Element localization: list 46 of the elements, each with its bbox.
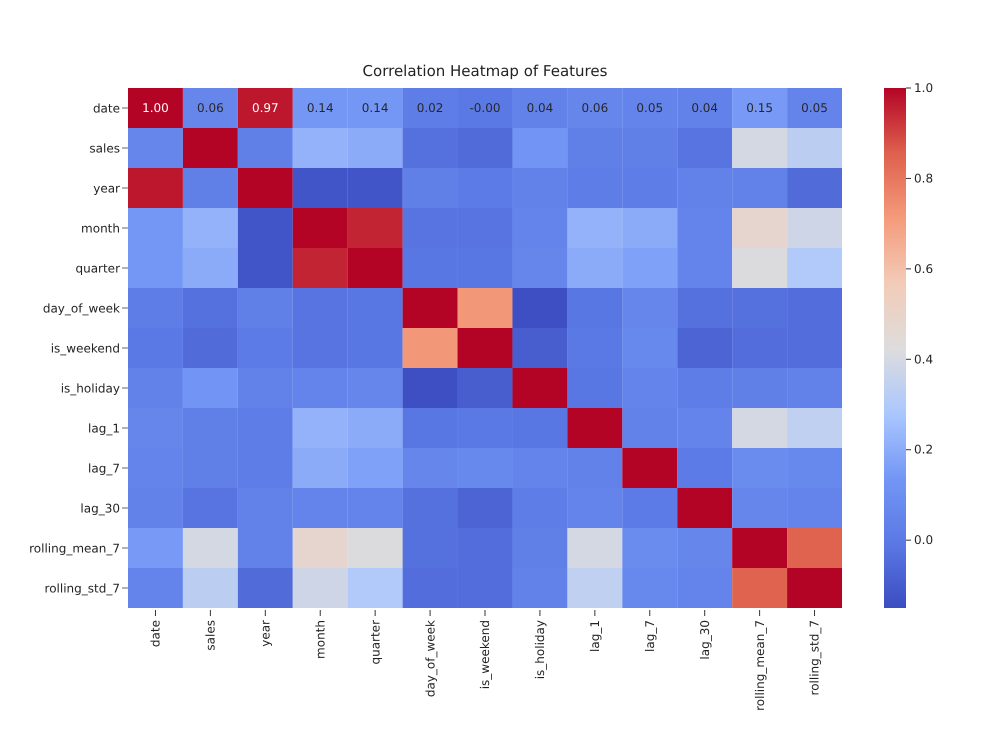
chart-title: Correlation Heatmap of Features xyxy=(362,62,608,80)
x-tick-label: lag_1 xyxy=(588,620,602,652)
data-label: 0.06 xyxy=(197,101,224,115)
color-bar-label: 0.6 xyxy=(914,262,934,276)
color-bar-label: 0.0 xyxy=(914,533,934,548)
data-label: 0.04 xyxy=(526,101,554,115)
x-tick-label: month xyxy=(313,620,328,659)
data-label: 0.06 xyxy=(581,101,608,115)
y-tick-label: rolling_std_7 xyxy=(44,581,120,596)
x-tick-label: lag_7 xyxy=(642,620,657,652)
y-tick-label: year xyxy=(93,181,120,196)
y-tick-label: month xyxy=(81,221,120,236)
y-tick-label: date xyxy=(92,101,120,116)
y-tick-label: is_holiday xyxy=(60,381,120,396)
x-tick-label: is_holiday xyxy=(533,620,548,680)
x-tick-label: rolling_mean_7 xyxy=(752,620,767,711)
x-tick-label: quarter xyxy=(368,620,382,665)
color-bar-label: 1.0 xyxy=(914,81,934,95)
x-tick-label: date xyxy=(148,620,163,648)
x-tick-label: rolling_std_7 xyxy=(808,620,822,696)
x-tick-label: year xyxy=(258,620,273,647)
color-bar-label: 0.8 xyxy=(914,171,934,186)
color-bar-label: 0.2 xyxy=(914,442,934,457)
color-bar-label: 0.4 xyxy=(914,352,934,366)
data-label: -0.00 xyxy=(469,101,501,115)
y-tick-label: quarter xyxy=(75,261,120,276)
x-tick-label: sales xyxy=(204,620,218,651)
y-tick-label: lag_30 xyxy=(80,501,120,516)
data-label: 1.00 xyxy=(142,101,169,115)
data-label: 0.15 xyxy=(746,101,773,115)
y-tick-label: is_weekend xyxy=(50,341,120,356)
data-label: 0.14 xyxy=(306,101,334,115)
y-tick-label: rolling_mean_7 xyxy=(29,541,120,556)
y-tick-label: lag_1 xyxy=(88,421,120,436)
y-tick-label: day_of_week xyxy=(42,301,120,316)
y-tick-label: sales xyxy=(89,141,120,156)
data-label: 0.97 xyxy=(252,101,279,115)
x-tick-label: lag_30 xyxy=(698,620,712,660)
data-label: 0.05 xyxy=(801,101,828,115)
data-label: 0.02 xyxy=(416,101,444,115)
data-label: 0.05 xyxy=(636,101,664,115)
x-tick-label: day_of_week xyxy=(423,620,438,698)
x-tick-label: is_weekend xyxy=(478,620,492,690)
data-label: 0.14 xyxy=(362,101,389,115)
data-label: 0.04 xyxy=(691,101,718,115)
y-tick-label: lag_7 xyxy=(88,461,120,476)
